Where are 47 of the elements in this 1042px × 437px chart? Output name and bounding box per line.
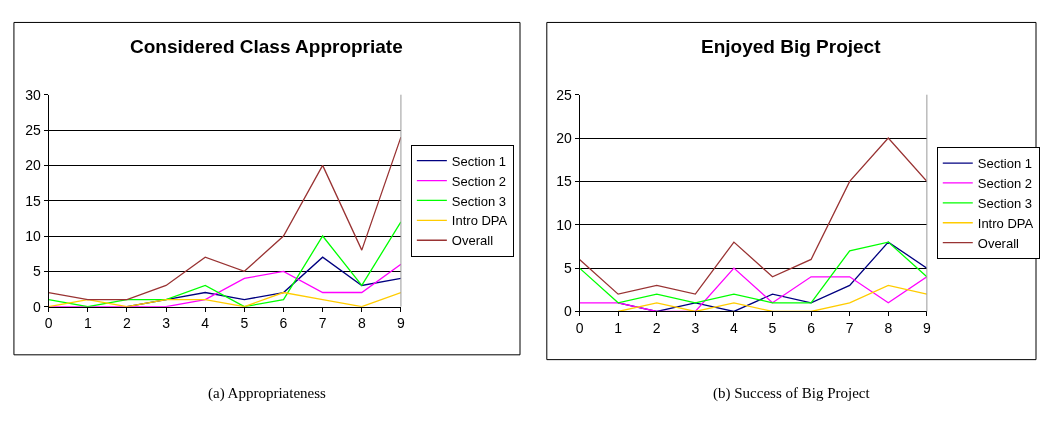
x-tick-label: 0	[575, 320, 584, 337]
y-tick-label: 10	[25, 227, 42, 244]
x-tick-label: 1	[83, 315, 92, 332]
x-tick-label: 4	[201, 315, 210, 332]
y-tick-label: 20	[556, 129, 572, 146]
x-tick-label: 9	[397, 315, 406, 332]
x-tick-label: 7	[845, 320, 854, 337]
y-tick-label: 5	[563, 260, 572, 277]
legend-label: Intro DPA	[977, 215, 1034, 231]
legend-label: Section 3	[451, 193, 507, 209]
text: (b) Success of Big Project	[713, 385, 871, 402]
x-tick-label: 2	[652, 320, 661, 337]
x-tick-label: 1	[614, 320, 623, 337]
x-tick-label: 5	[240, 315, 249, 332]
y-tick-label: 25	[25, 121, 42, 138]
text: (a) Appropriateness	[208, 385, 327, 402]
legend-label: Overall	[451, 233, 494, 249]
legend-label: Section 1	[451, 153, 507, 169]
x-tick-label: 8	[884, 320, 893, 337]
chart-title: Considered Class Appropriate	[130, 36, 403, 57]
y-tick-label: 25	[556, 86, 572, 103]
legend-label: Section 3	[977, 195, 1032, 211]
x-tick-label: 4	[730, 320, 739, 337]
x-tick-label: 5	[768, 320, 777, 337]
x-tick-label: 3	[162, 315, 171, 332]
x-tick-label: 0	[44, 315, 53, 332]
y-tick-label: 5	[33, 263, 42, 280]
y-tick-label: 20	[25, 157, 42, 174]
y-tick-label: 15	[556, 173, 572, 190]
x-tick-label: 9	[922, 320, 931, 337]
x-tick-label: 2	[123, 315, 132, 332]
legend-label: Overall	[977, 235, 1020, 251]
legend-label: Section 1	[977, 156, 1032, 172]
y-tick-label: 30	[25, 86, 42, 103]
y-tick-label: 10	[556, 216, 572, 233]
x-tick-label: 8	[357, 315, 366, 332]
x-tick-label: 6	[279, 315, 288, 332]
y-tick-label: 0	[33, 298, 42, 315]
y-tick-label: 15	[25, 192, 42, 209]
y-tick-label: 0	[563, 303, 572, 320]
x-tick-label: 7	[318, 315, 327, 332]
x-tick-label: 6	[807, 320, 816, 337]
legend-label: Section 2	[451, 173, 507, 189]
x-tick-label: 3	[691, 320, 700, 337]
legend-label: Section 2	[977, 176, 1032, 192]
legend-label: Intro DPA	[451, 213, 508, 229]
chart-title: Enjoyed Big Project	[701, 36, 882, 57]
